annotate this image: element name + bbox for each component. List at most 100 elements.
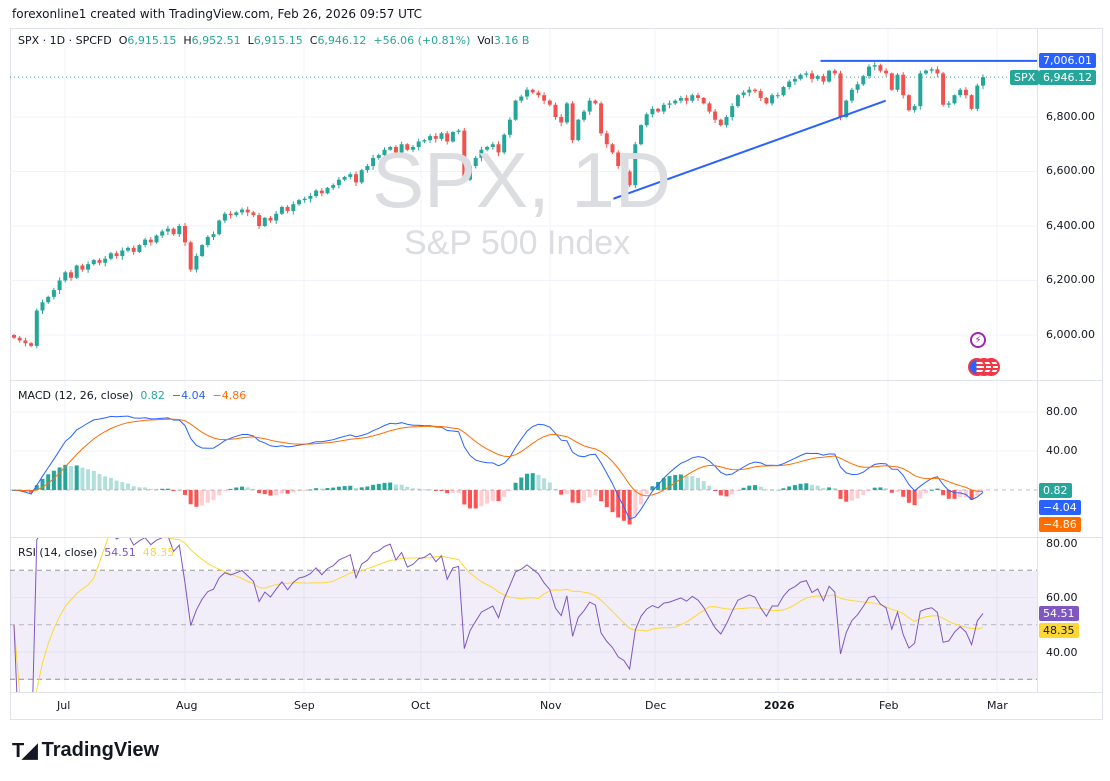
candle-body [23, 340, 28, 344]
macd-histogram-bar [724, 490, 729, 497]
macd-histogram-bar [941, 490, 946, 496]
candle-body [963, 89, 968, 96]
macd-histogram-value: 0.82 [140, 389, 165, 402]
candle-body [171, 228, 176, 235]
candle-body [855, 84, 860, 90]
candle-body [485, 146, 490, 150]
rsi-tick: 60.00 [1046, 591, 1078, 604]
macd-histogram-bar [616, 490, 621, 518]
lightning-event-icon[interactable]: ⚡ [970, 332, 986, 348]
candle-body [787, 81, 792, 88]
candle-body [570, 103, 575, 141]
candle-body [285, 206, 290, 212]
macd-histogram-bar [69, 465, 73, 490]
candle-body [29, 343, 34, 346]
price-series [10, 62, 1037, 349]
macd-histogram-bar [331, 487, 336, 490]
candle-body [838, 73, 843, 117]
macd-histogram-bar [399, 484, 404, 490]
macd-histogram-bar [901, 490, 906, 497]
macd-histogram-bar [240, 486, 244, 490]
symbol-info[interactable]: SPX · 1D · SPCFD [18, 34, 112, 47]
candle-body [741, 92, 746, 96]
macd-histogram-bar [228, 488, 233, 490]
candle-body [97, 260, 102, 263]
macd-histogram-bar [376, 483, 381, 490]
candle-body [827, 70, 832, 82]
macd-histogram-bar [718, 490, 723, 496]
chart-frame [10, 28, 1103, 720]
candle-body [74, 265, 79, 278]
macd-histogram-bar [108, 477, 113, 490]
rsi-line [13, 538, 984, 692]
price-tick: 6,600.00 [1046, 164, 1095, 177]
candle-body [188, 242, 193, 270]
candle-body [502, 134, 507, 153]
open-label: O [118, 34, 128, 47]
candle-body [924, 70, 928, 74]
volume-label: Vol [477, 34, 494, 47]
candle-body [724, 117, 729, 126]
candle-body [359, 170, 364, 183]
rsi-tick: 40.00 [1046, 646, 1078, 659]
rsi-legend[interactable]: RSI (14, close) 54.51 48.35 [18, 546, 174, 559]
last-price-tag: 6,946.12 [1039, 70, 1096, 85]
candle-body [279, 206, 284, 214]
candle-body [69, 272, 73, 278]
macd-histogram-bar [650, 486, 655, 490]
macd-histogram-bar [148, 488, 153, 490]
macd-histogram-bar [428, 489, 433, 491]
macd-histogram-tag: 0.82 [1039, 483, 1072, 498]
macd-histogram-bar [422, 489, 427, 491]
time-tick: Jul [57, 699, 71, 712]
candle-body [958, 89, 963, 96]
candle-body [57, 280, 62, 291]
candle-body [627, 171, 632, 186]
candle-body [297, 200, 301, 205]
candle-body [821, 76, 826, 82]
candle-body [804, 73, 809, 75]
macd-histogram-bar [342, 486, 347, 490]
macd-histogram-bar [46, 474, 51, 490]
candle-body [661, 104, 666, 112]
candle-body [314, 190, 319, 197]
candle-body [291, 204, 296, 212]
macd-histogram-bar [359, 487, 364, 490]
candle-body [701, 97, 706, 104]
macd-legend[interactable]: MACD (12, 26, close) 0.82 −4.04 −4.86 [18, 389, 246, 402]
time-tick: Dec [645, 699, 667, 712]
tradingview-logo[interactable]: T◢ TradingView [12, 738, 159, 763]
candle-body [775, 95, 780, 97]
candle-body [462, 130, 467, 180]
candle-body [587, 100, 592, 112]
candle-body [103, 258, 108, 263]
macd-histogram-bar [405, 486, 410, 490]
macd-histogram-bar [302, 490, 307, 491]
macd-histogram-bar [468, 490, 472, 509]
macd-histogram-bar [918, 490, 923, 499]
candle-body [211, 234, 216, 237]
candle-body [975, 85, 980, 109]
candle-body [228, 213, 233, 216]
macd-histogram-bar [975, 490, 980, 496]
macd-histogram-bar [160, 488, 165, 490]
macd-histogram-bar [496, 490, 501, 502]
symbol-legend[interactable]: SPX · 1D · SPCFD O6,915.15 H6,952.51 L6,… [18, 34, 529, 47]
macd-histogram-bar [741, 487, 746, 490]
candle-body [86, 264, 91, 270]
candle-body [929, 69, 934, 71]
candle-body [872, 65, 877, 67]
macd-histogram-bar [291, 490, 296, 493]
macd-histogram-bar [815, 485, 820, 490]
volume-value: 3.16 B [493, 34, 530, 47]
macd-histogram-bar [906, 490, 911, 503]
macd-histogram-bar [245, 487, 250, 490]
candle-body [935, 69, 940, 74]
macd-histogram-bar [667, 476, 672, 490]
macd-histogram-bar [165, 488, 170, 490]
candle-body [815, 76, 820, 79]
candle-body [354, 174, 358, 183]
high-value: 6,952.51 [191, 34, 241, 47]
candle-body [137, 245, 142, 252]
